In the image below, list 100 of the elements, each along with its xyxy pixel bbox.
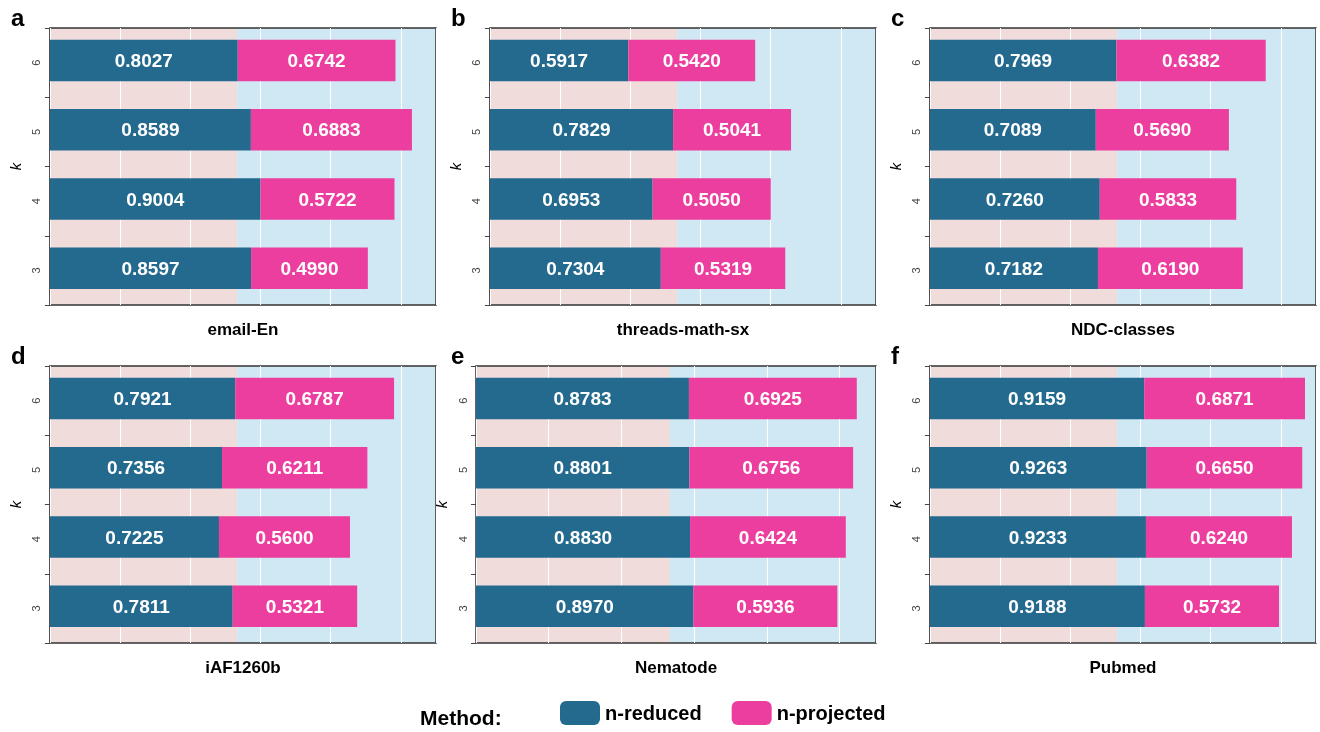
data-label: 0.4990 [280, 257, 339, 279]
bar [489, 247, 661, 290]
bar [235, 377, 395, 420]
bar [1144, 377, 1305, 420]
data-label: 0.7969 [994, 50, 1053, 72]
bar [49, 585, 233, 628]
data-label: 0.5321 [265, 595, 325, 617]
y-tick-label: 4 [30, 536, 43, 543]
bar [1116, 39, 1266, 82]
y-tick-label: 6 [910, 397, 923, 404]
x-axis-title: Pubmed [1089, 658, 1157, 677]
y-tick-label: 4 [910, 536, 923, 543]
data-label: 0.6424 [738, 526, 798, 548]
x-axis-title: iAF1260b [205, 658, 281, 677]
data-label: 0.6871 [1195, 388, 1255, 410]
chart-title: f [891, 341, 900, 369]
y-tick-label: 5 [910, 128, 923, 135]
bar [49, 178, 261, 220]
bar [260, 178, 395, 220]
y-tick-label: 3 [30, 605, 43, 612]
y-tick-label: 5 [910, 466, 923, 473]
data-label: 0.5041 [703, 119, 762, 141]
bar [929, 109, 1096, 151]
x-axis-title: threads-math-sx [616, 320, 750, 339]
data-label: 0.7356 [106, 457, 166, 479]
bar [1095, 109, 1229, 151]
bar [929, 585, 1145, 628]
bar [929, 247, 1098, 290]
data-label: 0.5732 [1182, 595, 1242, 617]
data-label: 0.5690 [1133, 119, 1192, 141]
bar [489, 109, 674, 151]
bar [673, 109, 792, 151]
data-label: 0.6211 [266, 457, 324, 479]
chart-title: d [11, 341, 26, 369]
bar [929, 447, 1147, 489]
y-tick-label: 5 [30, 128, 43, 135]
bar [476, 516, 691, 558]
bar [250, 109, 412, 151]
y-tick-label: 6 [30, 397, 43, 404]
x-axis-title: Nematode [634, 658, 718, 677]
data-label: 0.5319 [693, 257, 753, 279]
bar [929, 39, 1117, 82]
bar [929, 516, 1146, 558]
y-axis-title: k [433, 499, 451, 509]
bar [628, 39, 756, 82]
legend-title: Method: [420, 706, 502, 729]
data-label: 0.7829 [552, 119, 611, 141]
data-label: 0.5722 [298, 188, 357, 210]
chart-title: b [451, 3, 466, 31]
data-label: 0.6953 [542, 188, 601, 210]
data-label: 0.9004 [126, 188, 185, 210]
data-label: 0.7921 [113, 388, 173, 410]
y-tick-label: 6 [456, 397, 469, 404]
y-tick-label: 4 [910, 198, 923, 205]
y-axis-title: k [447, 161, 464, 171]
data-label: 0.5936 [736, 595, 795, 617]
y-tick-label: 5 [30, 466, 43, 473]
data-label: 0.9233 [1008, 526, 1067, 548]
bar [49, 447, 223, 489]
bar [222, 447, 368, 489]
bar [1144, 585, 1280, 628]
data-label: 0.6883 [302, 119, 361, 141]
data-label: 0.5050 [682, 188, 741, 210]
y-tick-label: 3 [470, 267, 483, 274]
data-label: 0.6650 [1195, 457, 1254, 479]
data-label: 0.7811 [112, 595, 171, 617]
chart-title: a [11, 3, 25, 31]
data-label: 0.9188 [1008, 595, 1067, 617]
bar [218, 516, 351, 558]
data-label: 0.5420 [662, 50, 721, 72]
y-tick-label: 3 [30, 267, 43, 274]
data-label: 0.8801 [553, 457, 613, 479]
data-label: 0.8830 [553, 526, 613, 548]
bar [1097, 247, 1243, 290]
bar [929, 178, 1100, 220]
data-label: 0.6190 [1141, 257, 1200, 279]
bar [476, 377, 689, 420]
data-label: 0.7260 [985, 188, 1044, 210]
data-label: 0.9159 [1008, 388, 1067, 410]
bar [1099, 178, 1237, 220]
data-label: 0.7304 [546, 257, 605, 279]
bar [689, 447, 854, 489]
bar [49, 109, 251, 151]
bar [690, 516, 846, 558]
data-label: 0.8597 [121, 257, 180, 279]
y-axis-title: k [7, 161, 24, 171]
data-label: 0.8783 [553, 388, 612, 410]
data-label: 0.5600 [255, 526, 314, 548]
y-tick-label: 3 [910, 267, 923, 274]
bar [652, 178, 771, 220]
data-label: 0.7182 [984, 257, 1043, 279]
bar [688, 377, 857, 420]
y-tick-label: 4 [30, 198, 43, 205]
data-label: 0.5917 [530, 50, 589, 72]
data-label: 0.8027 [114, 50, 173, 72]
bar [476, 447, 690, 489]
chart-title: c [891, 3, 905, 31]
bar [1146, 447, 1303, 489]
bar [49, 516, 219, 558]
data-label: 0.8970 [555, 595, 614, 617]
